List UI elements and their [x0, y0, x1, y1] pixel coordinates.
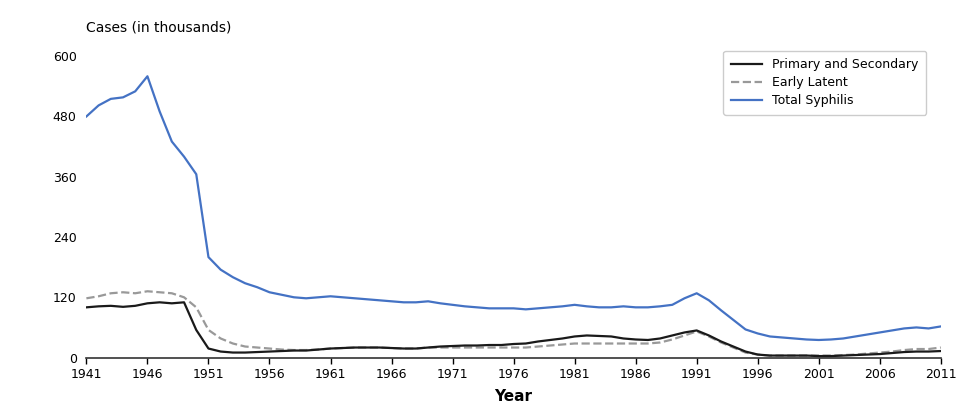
Early Latent	[142, 289, 154, 294]
Primary and Secondary	[606, 334, 617, 339]
Total Syphilis	[105, 97, 116, 102]
Early Latent	[935, 345, 947, 350]
Primary and Secondary	[874, 351, 885, 356]
Primary and Secondary	[154, 300, 165, 305]
Primary and Secondary	[935, 349, 947, 353]
Line: Primary and Secondary: Primary and Secondary	[86, 302, 941, 356]
Total Syphilis	[81, 114, 92, 119]
Primary and Secondary	[81, 305, 92, 310]
Early Latent	[874, 350, 885, 355]
Primary and Secondary	[105, 303, 116, 308]
Early Latent	[508, 345, 519, 350]
Total Syphilis	[508, 306, 519, 311]
Early Latent	[81, 296, 92, 301]
Total Syphilis	[935, 324, 947, 329]
Line: Total Syphilis: Total Syphilis	[86, 76, 941, 340]
Early Latent	[911, 346, 923, 351]
Total Syphilis	[215, 267, 227, 272]
Total Syphilis	[606, 305, 617, 310]
Primary and Secondary	[508, 342, 519, 346]
Total Syphilis	[142, 74, 154, 79]
Total Syphilis	[813, 337, 825, 342]
X-axis label: Year: Year	[494, 389, 533, 404]
Total Syphilis	[874, 330, 885, 335]
Primary and Secondary	[215, 349, 227, 354]
Legend: Primary and Secondary, Early Latent, Total Syphilis: Primary and Secondary, Early Latent, Tot…	[724, 51, 926, 115]
Primary and Secondary	[911, 349, 923, 354]
Early Latent	[764, 353, 776, 358]
Line: Early Latent: Early Latent	[86, 291, 941, 356]
Text: Cases (in thousands): Cases (in thousands)	[86, 21, 231, 35]
Total Syphilis	[911, 325, 923, 330]
Primary and Secondary	[813, 353, 825, 358]
Early Latent	[105, 291, 116, 296]
Early Latent	[606, 341, 617, 346]
Early Latent	[215, 336, 227, 341]
